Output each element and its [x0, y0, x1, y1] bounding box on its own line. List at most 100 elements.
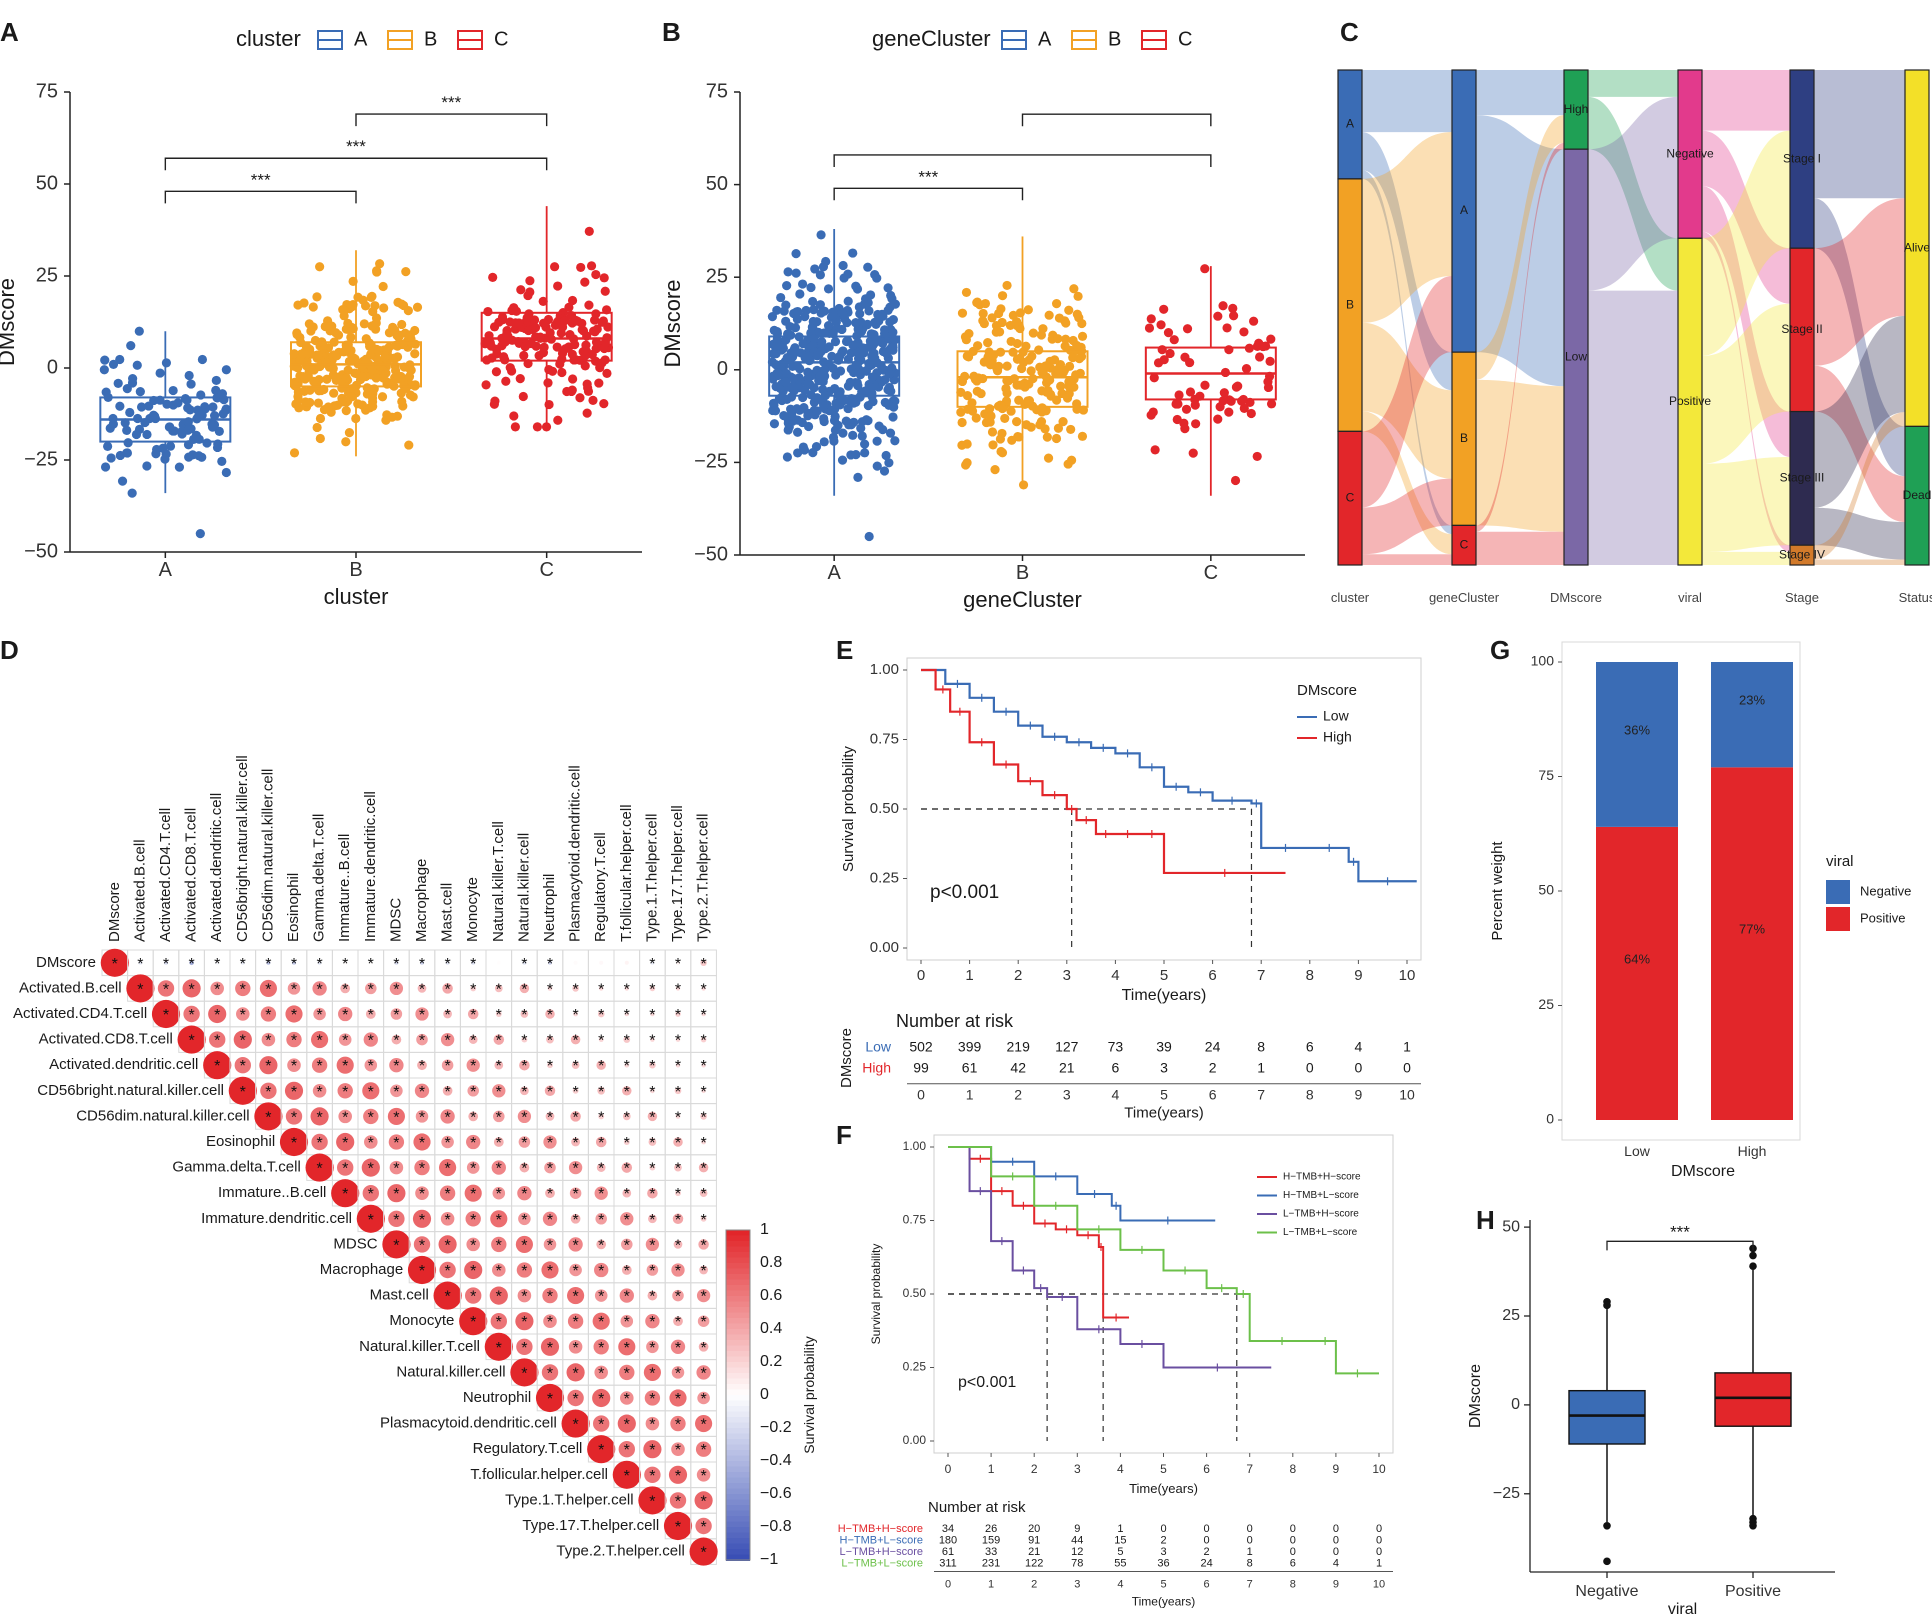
- panel-letter-h: H: [1476, 1205, 1495, 1235]
- significance-mark: *: [572, 1007, 578, 1024]
- box-b: [289, 250, 423, 458]
- box-c: [480, 206, 614, 432]
- data-point: [568, 374, 578, 384]
- significance-mark: *: [598, 1161, 604, 1178]
- significance-mark: *: [214, 1033, 220, 1050]
- sankey-flow: [1814, 198, 1905, 366]
- matrix-circle: [338, 1109, 352, 1124]
- risk-row-label: H−TMB+L−score: [840, 1534, 923, 1546]
- data-point: [1174, 390, 1184, 400]
- colorbar-segment: [726, 1290, 750, 1297]
- matrix-circle: [364, 1135, 378, 1149]
- data-point: [125, 407, 135, 418]
- y-tick-label: −50: [694, 543, 728, 565]
- matrix-circle: [672, 1289, 684, 1302]
- matrix-circle: [442, 1085, 453, 1096]
- significance-mark: *: [700, 1417, 706, 1434]
- significance-mark: *: [649, 1212, 655, 1229]
- colorbar-segment: [726, 1296, 750, 1303]
- significance-mark: *: [547, 1109, 553, 1126]
- data-point: [1043, 453, 1054, 463]
- matrix-circle: [305, 1153, 334, 1182]
- p-value: p<0.001: [958, 1374, 1016, 1391]
- matrix-circle: [617, 1414, 636, 1433]
- significance-mark: *: [598, 1314, 604, 1331]
- risk-count: 180: [939, 1534, 957, 1546]
- significance-mark: *: [700, 1058, 706, 1075]
- colorbar-segment: [726, 1477, 750, 1484]
- row-label: Activated.dendritic.cell: [49, 1056, 198, 1073]
- data-point: [357, 372, 367, 382]
- matrix-circle: [671, 1442, 685, 1456]
- risk-count: 0: [1204, 1534, 1210, 1546]
- data-point: [985, 404, 995, 414]
- data-point: [375, 259, 385, 269]
- matrix-circle: [126, 974, 155, 1003]
- row-label: Natural.killer.T.cell: [359, 1338, 480, 1355]
- bracket-line: [164, 190, 357, 204]
- y-tick-label: 0: [1546, 1111, 1554, 1127]
- panel-g: 100755025064%36%Low77%23%HighDMscorePerc…: [1489, 641, 1911, 1180]
- matrix-circle: [517, 1288, 532, 1303]
- legend-label: L−TMB+H−score: [1283, 1209, 1359, 1220]
- significance-mark: *: [547, 1340, 553, 1357]
- data-point: [867, 372, 878, 382]
- sankey-flow: [1588, 70, 1678, 97]
- colorbar-tick: 0.4: [760, 1320, 782, 1337]
- data-point: [823, 284, 834, 294]
- matrix-circle: [236, 1007, 250, 1021]
- matrix-circle: [368, 960, 373, 965]
- matrix-circle: [618, 1441, 635, 1458]
- box-positive: [1714, 1244, 1792, 1530]
- data-point: [1060, 341, 1070, 351]
- data-point: [830, 337, 841, 347]
- data-point: [1182, 324, 1193, 334]
- significance-mark: *: [444, 1237, 450, 1254]
- data-point: [987, 313, 997, 323]
- matrix-circle: [571, 1137, 580, 1147]
- colorbar-segment: [726, 1488, 750, 1495]
- matrix-circle: [545, 1009, 555, 1019]
- data-point: [557, 367, 567, 378]
- sankey-flow: [1702, 231, 1790, 552]
- sankey-flow: [1702, 303, 1790, 464]
- colorbar-segment: [726, 1307, 750, 1314]
- data-point: [838, 260, 848, 271]
- significance-mark: *: [649, 1442, 655, 1459]
- matrix-circle: [284, 1081, 304, 1100]
- row-label: Gamma.delta.T.cell: [172, 1159, 300, 1176]
- matrix-circle: [492, 1263, 506, 1277]
- matrix-circle: [546, 1035, 554, 1044]
- matrix-circle: [494, 984, 503, 993]
- p-value: p<0.001: [930, 882, 999, 903]
- matrix-circle: [647, 1111, 658, 1122]
- data-point: [1014, 432, 1024, 442]
- data-point: [837, 324, 847, 335]
- data-point: [135, 387, 145, 397]
- matrix-circle: [570, 1111, 581, 1122]
- risk-x-tick: 7: [1257, 1087, 1265, 1103]
- plot-frame: [933, 1134, 1394, 1454]
- bar-label: 64%: [1624, 951, 1650, 966]
- x-tick-label: 2: [1014, 967, 1022, 984]
- significance-mark: *: [572, 1391, 578, 1408]
- matrix-circle: [648, 1214, 657, 1224]
- significance-mark: *: [624, 1340, 630, 1357]
- colorbar-segment: [726, 1549, 750, 1556]
- significance-mark: *: [521, 981, 527, 998]
- sankey-stratum: [1789, 410, 1815, 546]
- y-tick-label: −25: [24, 448, 58, 470]
- matrix-circle: [569, 1263, 582, 1277]
- sankey-stratum: [1904, 69, 1930, 427]
- significance-mark: *: [547, 1237, 553, 1254]
- data-point: [795, 364, 805, 374]
- data-point: [1050, 355, 1060, 365]
- data-point: [792, 427, 803, 437]
- y-tick-label: 0: [1511, 1396, 1520, 1413]
- matrix-circle: [467, 1085, 479, 1097]
- matrix-circle: [649, 1061, 656, 1069]
- significance-mark: *: [675, 1468, 681, 1485]
- data-point: [810, 264, 820, 274]
